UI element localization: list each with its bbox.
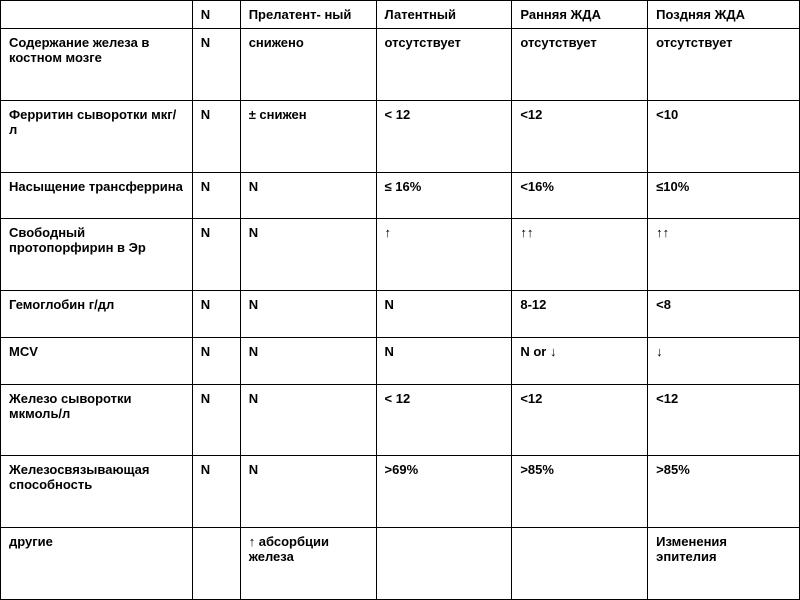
cell: <10: [648, 100, 800, 172]
cell: N: [240, 219, 376, 291]
cell: 8-12: [512, 291, 648, 338]
table-row: Свободный протопорфирин в Эр N N ↑ ↑↑ ↑↑: [1, 219, 800, 291]
cell: отсутствует: [376, 29, 512, 101]
table-row: Насыщение трансферрина N N ≤ 16% <16% ≤1…: [1, 172, 800, 219]
cell: <16%: [512, 172, 648, 219]
col-header-1: N: [192, 1, 240, 29]
row-label: Железо сыворотки мкмоль/л: [1, 384, 193, 456]
col-header-0: [1, 1, 193, 29]
cell: Изменения эпителия: [648, 528, 800, 600]
table-header-row: N Прелатент- ный Латентный Ранняя ЖДА По…: [1, 1, 800, 29]
table-row: Ферритин сыворотки мкг/л N ± снижен < 12…: [1, 100, 800, 172]
cell: >85%: [512, 456, 648, 528]
table-body: Содержание железа в костном мозге N сниж…: [1, 29, 800, 600]
cell: ≤ 16%: [376, 172, 512, 219]
cell: N: [192, 29, 240, 101]
cell: N: [192, 337, 240, 384]
cell: < 12: [376, 384, 512, 456]
cell: <12: [648, 384, 800, 456]
iron-deficiency-table: N Прелатент- ный Латентный Ранняя ЖДА По…: [0, 0, 800, 600]
cell: N: [192, 384, 240, 456]
cell: ≤10%: [648, 172, 800, 219]
row-label: Ферритин сыворотки мкг/л: [1, 100, 193, 172]
cell: N: [240, 337, 376, 384]
cell: N: [240, 291, 376, 338]
cell: N: [192, 219, 240, 291]
cell: N: [376, 337, 512, 384]
cell: ↑↑: [512, 219, 648, 291]
table-row: Содержание железа в костном мозге N сниж…: [1, 29, 800, 101]
cell: N: [192, 100, 240, 172]
cell: ± снижен: [240, 100, 376, 172]
col-header-4: Ранняя ЖДА: [512, 1, 648, 29]
table-row: Железосвязывающая способность N N >69% >…: [1, 456, 800, 528]
cell: [512, 528, 648, 600]
cell: N: [192, 172, 240, 219]
cell: ↑↑: [648, 219, 800, 291]
row-label: Железосвязывающая способность: [1, 456, 193, 528]
table-row: Железо сыворотки мкмоль/л N N < 12 <12 <…: [1, 384, 800, 456]
table-row: Гемоглобин г/дл N N N 8-12 <8: [1, 291, 800, 338]
table-row: другие ↑ абсорбции железа Изменения эпит…: [1, 528, 800, 600]
cell: [376, 528, 512, 600]
row-label: Гемоглобин г/дл: [1, 291, 193, 338]
cell: отсутствует: [512, 29, 648, 101]
cell: >85%: [648, 456, 800, 528]
cell: ↑ абсорбции железа: [240, 528, 376, 600]
cell: N: [376, 291, 512, 338]
cell: N: [192, 291, 240, 338]
table-row: MCV N N N N or ↓ ↓: [1, 337, 800, 384]
cell: N: [192, 456, 240, 528]
row-label: Насыщение трансферрина: [1, 172, 193, 219]
cell: >69%: [376, 456, 512, 528]
cell: <8: [648, 291, 800, 338]
cell: ↓: [648, 337, 800, 384]
cell: отсутствует: [648, 29, 800, 101]
cell: N: [240, 456, 376, 528]
cell: снижено: [240, 29, 376, 101]
row-label: другие: [1, 528, 193, 600]
row-label: Содержание железа в костном мозге: [1, 29, 193, 101]
cell: N: [240, 172, 376, 219]
cell: N: [240, 384, 376, 456]
table-container: N Прелатент- ный Латентный Ранняя ЖДА По…: [0, 0, 800, 600]
cell: < 12: [376, 100, 512, 172]
row-label: MCV: [1, 337, 193, 384]
cell: <12: [512, 384, 648, 456]
cell: N or ↓: [512, 337, 648, 384]
row-label: Свободный протопорфирин в Эр: [1, 219, 193, 291]
cell: [192, 528, 240, 600]
cell: ↑: [376, 219, 512, 291]
cell: <12: [512, 100, 648, 172]
col-header-5: Поздняя ЖДА: [648, 1, 800, 29]
col-header-2: Прелатент- ный: [240, 1, 376, 29]
col-header-3: Латентный: [376, 1, 512, 29]
